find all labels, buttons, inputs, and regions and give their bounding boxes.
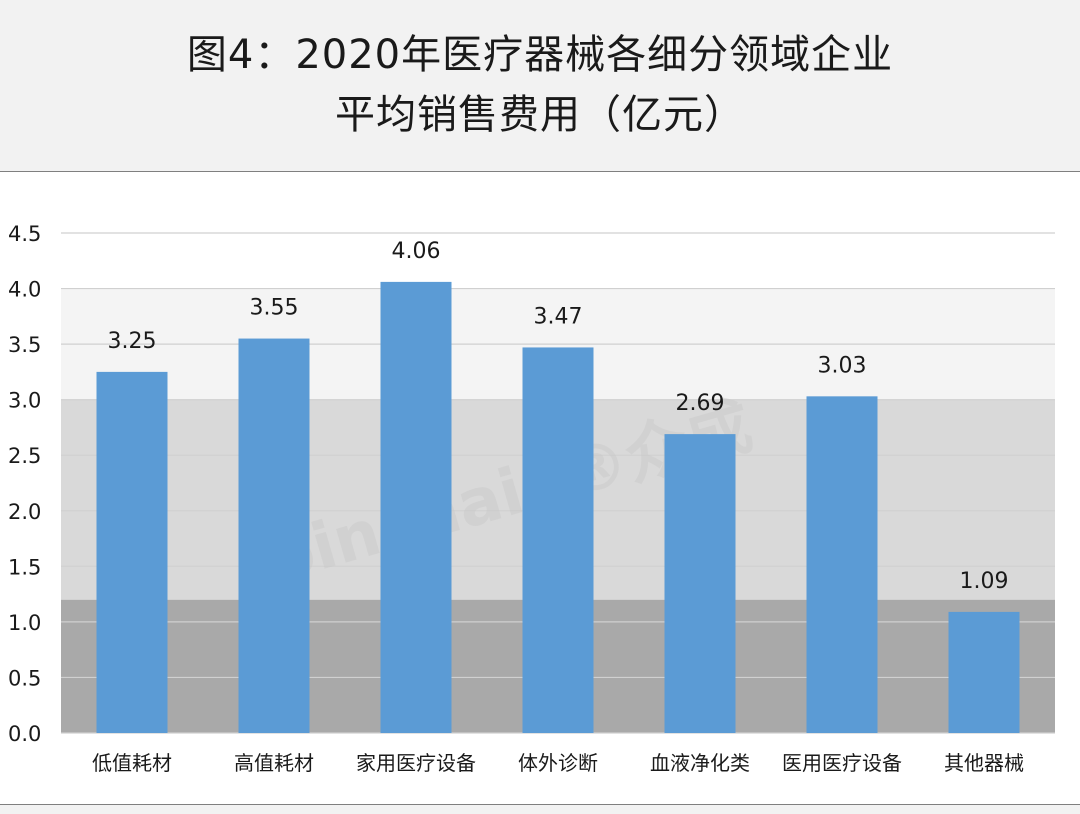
data-label: 1.09 [960,569,1009,594]
x-tick-label: 血液净化类 [650,751,750,775]
chart-area: Joinchain®众成 0.0 0.5 1.0 1.5 2.0 2.5 3.0 3.5 4.0… [0,172,1080,804]
data-labels: 3.25 3.55 4.06 3.47 2.69 3.03 1.09 [108,239,1009,594]
y-tick-label: 4.5 [8,222,41,246]
x-tick-label: 其他器械 [944,751,1024,775]
bar-5 [806,396,878,733]
data-label: 3.03 [818,353,867,378]
data-label: 2.69 [676,391,725,416]
data-label: 3.47 [534,304,583,329]
x-tick-label: 家用医疗设备 [356,751,476,775]
y-tick-label: 0.0 [8,722,41,746]
bar-4 [664,434,736,733]
x-tick-label: 医用医疗设备 [782,751,902,775]
y-tick-label: 3.5 [8,333,41,357]
bars [96,281,1020,733]
bottom-strip [0,804,1080,814]
x-tick-label: 低值耗材 [92,751,172,775]
y-tick-label: 4.0 [8,278,41,302]
x-axis-tick-labels: 低值耗材 高值耗材 家用医疗设备 体外诊断 血液净化类 医用医疗设备 其他器械 [92,751,1024,775]
bar-2 [380,281,452,733]
x-tick-label: 体外诊断 [518,751,598,775]
x-tick-label: 高值耗材 [234,751,314,775]
chart-title-line-2: 平均销售费用（亿元） [335,92,745,138]
bar-3 [522,347,594,733]
data-label: 4.06 [392,239,441,264]
title-area: 图4：2020年医疗器械各细分领域企业 平均销售费用（亿元） [0,0,1080,172]
bar-1 [238,338,310,733]
bar-6 [948,611,1020,733]
chart-title-line-1: 图4：2020年医疗器械各细分领域企业 [186,32,894,78]
data-label: 3.55 [250,296,299,321]
y-axis-tick-labels: 0.0 0.5 1.0 1.5 2.0 2.5 3.0 3.5 4.0 4.5 [8,222,41,746]
y-tick-label: 3.0 [8,389,41,413]
y-tick-label: 2.0 [8,500,41,524]
y-tick-label: 1.5 [8,555,41,579]
data-label: 3.25 [108,329,157,354]
y-tick-label: 1.0 [8,611,41,635]
bar-chart: Joinchain®众成 0.00.51.01.52.02.53.03.54.0… [8,222,1055,775]
y-tick-label: 0.5 [8,666,41,690]
bar-0 [96,371,168,733]
y-tick-label: 2.5 [8,444,41,468]
